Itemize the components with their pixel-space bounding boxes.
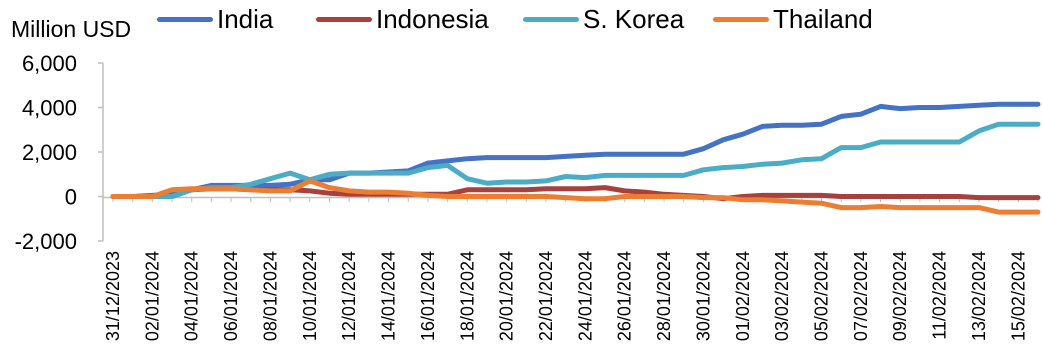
- x-tick-label: 03/02/2024: [772, 251, 792, 341]
- x-tick-label: 26/01/2024: [615, 251, 635, 341]
- legend-item-indonesia: Indonesia: [316, 2, 489, 36]
- y-tick-label: 0: [65, 185, 77, 210]
- legend-item-s-korea: S. Korea: [523, 2, 684, 36]
- legend-label-s-korea: S. Korea: [583, 3, 685, 34]
- x-tick-label: 14/01/2024: [379, 251, 399, 341]
- legend-swatch-india: [157, 16, 213, 22]
- x-axis-ticks: 31/12/2023 02/01/2024 04/01/2024 06/01/2024…: [103, 198, 1039, 341]
- x-tick-label: 07/02/2024: [851, 251, 871, 341]
- y-axis-ticks: -2,000 0 2,000 4,000 6,000: [15, 51, 103, 254]
- y-tick-label: -2,000: [15, 229, 77, 254]
- x-tick-label: 02/01/2024: [142, 251, 162, 341]
- x-tick-label: 06/01/2024: [221, 251, 241, 341]
- y-tick-label: 2,000: [22, 140, 77, 165]
- y-axis-unit-label: Million USD: [11, 16, 132, 42]
- y-tick-label: 6,000: [22, 51, 77, 76]
- legend-label-indonesia: Indonesia: [376, 3, 489, 34]
- x-tick-label: 01/02/2024: [733, 251, 753, 341]
- legend-swatch-indonesia: [316, 16, 372, 22]
- series-line-s-korea: [110, 121, 1041, 199]
- legend-swatch-s-korea: [523, 16, 579, 22]
- x-tick-label: 10/01/2024: [300, 251, 320, 341]
- x-tick-label: 15/02/2024: [1008, 251, 1028, 341]
- x-tick-label: 20/01/2024: [497, 251, 517, 341]
- x-tick-label: 24/01/2024: [575, 251, 595, 341]
- x-tick-label: 12/01/2024: [339, 251, 359, 341]
- x-tick-label: 05/02/2024: [812, 251, 832, 341]
- legend-item-thailand: Thailand: [713, 2, 873, 36]
- x-tick-label: 04/01/2024: [182, 251, 202, 341]
- y-tick-label: 4,000: [22, 96, 77, 121]
- series-lines: [110, 101, 1041, 215]
- x-tick-label: 18/01/2024: [457, 251, 477, 341]
- x-tick-label: 09/02/2024: [890, 251, 910, 341]
- legend-label-thailand: Thailand: [773, 3, 873, 34]
- series-line-india: [110, 101, 1041, 199]
- x-tick-label: 31/12/2023: [103, 251, 123, 341]
- x-tick-label: 22/01/2024: [536, 251, 556, 341]
- legend-item-india: India: [157, 2, 273, 36]
- x-tick-label: 11/02/2024: [930, 251, 950, 340]
- legend-swatch-thailand: [713, 16, 769, 22]
- x-tick-label: 13/02/2024: [969, 251, 989, 341]
- series-line-thailand: [110, 178, 1041, 215]
- x-tick-label: 16/01/2024: [418, 251, 438, 341]
- x-tick-label: 28/01/2024: [654, 251, 674, 341]
- x-tick-label: 30/01/2024: [693, 251, 713, 341]
- legend-label-india: India: [217, 3, 274, 34]
- x-tick-label: 08/01/2024: [260, 251, 280, 341]
